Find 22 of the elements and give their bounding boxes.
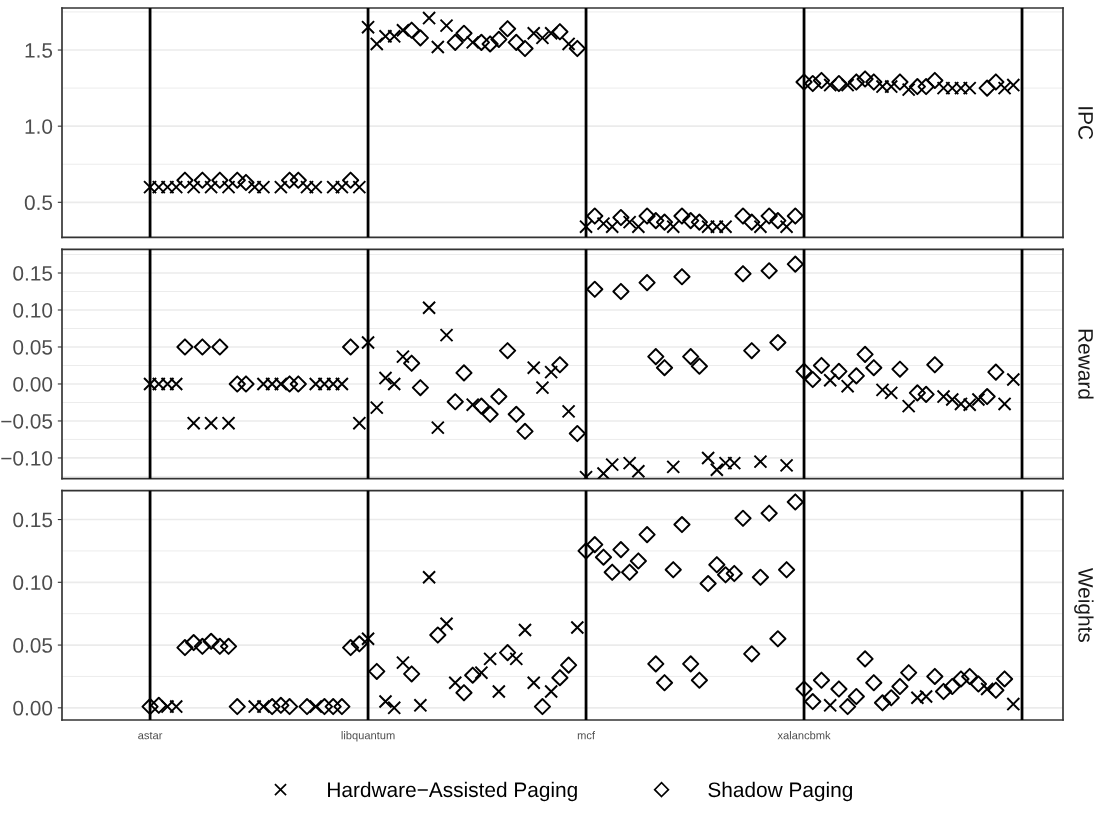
legend-label: Hardware−Assisted Paging — [328, 781, 577, 802]
x-tick-label: mcf — [577, 731, 596, 740]
y-tick-label: 0.05 — [13, 638, 53, 653]
y-tick-label: 0.15 — [13, 512, 53, 528]
y-tick-label: 0.00 — [13, 700, 53, 716]
x-tick-label: astar — [138, 731, 163, 740]
x-tick-label: libquantum — [341, 731, 395, 742]
y-tick-label: 1.5 — [25, 43, 53, 58]
y-tick-label: −0.05 — [1, 413, 53, 429]
legend-label: Shadow Paging — [708, 781, 852, 802]
y-tick-label: 0.15 — [13, 266, 53, 281]
y-tick-label: 0.10 — [13, 575, 53, 591]
y-axis-title: Weights — [1074, 567, 1094, 643]
y-tick-label: 0.5 — [24, 195, 53, 211]
y-tick-label: 1.0 — [25, 119, 53, 134]
x-tick-label: xalancbmk — [777, 731, 831, 740]
y-tick-label: 0.00 — [13, 376, 53, 392]
y-tick-label: 0.05 — [13, 339, 53, 355]
y-axis-title: Reward — [1078, 329, 1094, 399]
y-tick-label: 0.10 — [13, 303, 53, 318]
y-axis-title: IPC — [1078, 107, 1094, 140]
y-tick-label: −0.10 — [1, 450, 53, 466]
